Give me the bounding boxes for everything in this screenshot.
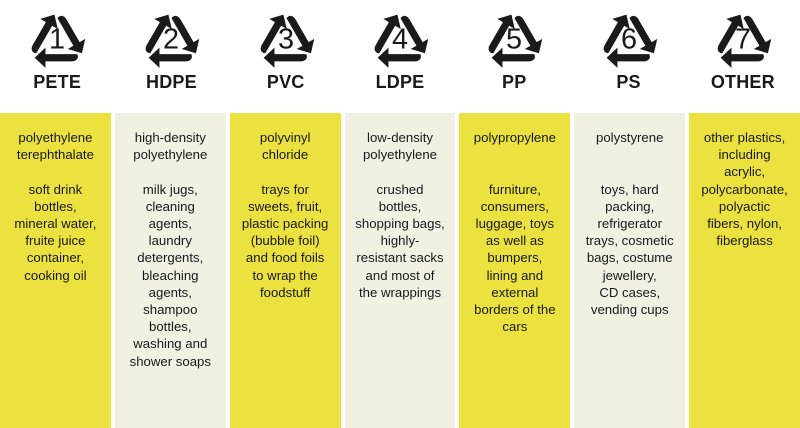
panel-divider-space (7, 163, 104, 180)
recycling-code-number: 7 (735, 23, 751, 55)
description-panel-row: polyethylene terephthalate soft drink bottl… (0, 113, 800, 428)
description-panel-other: other plastics, including acrylic, polycarb… (689, 113, 800, 428)
recycling-symbol-row: 1 PETE 2 HDPE 3 PVC 4 LDPE 5 PP 6 PS 7 OTHER (0, 0, 800, 113)
recycling-mobius-loop-icon: 4 (374, 14, 429, 68)
recycling-symbol-cell-other: 7 OTHER (686, 0, 800, 113)
description-panel-ldpe: low-density polyethylene crushed bottles, sh… (344, 113, 456, 428)
panel-divider-space (122, 163, 219, 180)
recycling-mobius-loop-icon: 3 (260, 14, 314, 68)
description-panel-ps: polystyrene toys, hard packing, refrigerato… (574, 113, 686, 428)
recycling-code-number: 5 (506, 23, 522, 55)
material-name: other plastics, including acrylic, polycarb… (701, 130, 788, 249)
panel-divider-space (237, 163, 334, 180)
typical-uses: furniture, consumers, luggage, toys as well… (474, 181, 556, 335)
material-name: polyethylene terephthalate (16, 130, 94, 163)
recycling-symbol-cell-pete: 1 PETE (0, 0, 114, 113)
description-panel-pvc: polyvinyl chloride trays for sweets, fruit,… (229, 113, 341, 428)
typical-uses: soft drink bottles, mineral water, fruite j… (14, 181, 97, 283)
recycling-code-number: 2 (163, 23, 179, 55)
typical-uses: milk jugs, cleaning agents, laundry detergen… (129, 181, 211, 369)
material-name: high-density polyethylene (133, 130, 208, 163)
recycling-symbol-cell-pvc: 3 PVC (229, 0, 343, 113)
material-name: low-density polyethylene (362, 130, 438, 163)
recycling-code-label: PP (502, 72, 527, 92)
panel-divider-space (581, 146, 678, 180)
recycling-code-label: PVC (266, 72, 305, 92)
panel-divider-space (466, 146, 563, 180)
recycling-symbol-cell-ps: 6 PS (571, 0, 685, 113)
recycling-code-label: PETE (33, 72, 82, 92)
description-panel-pp: polypropylene furniture, consumers, luggage… (459, 113, 571, 428)
recycling-symbol-cell-pp: 5 PP (457, 0, 571, 113)
typical-uses: trays for sweets, fruit, plastic packing (b… (241, 181, 329, 300)
recycling-mobius-loop-icon: 6 (603, 14, 657, 68)
recycling-mobius-loop-icon: 1 (31, 14, 86, 68)
panel-divider-space (352, 163, 449, 180)
recycling-mobius-loop-icon: 2 (146, 14, 200, 68)
typical-uses: toys, hard packing, refrigerator trays, cos… (585, 181, 674, 318)
material-name: polystyrene (596, 130, 664, 145)
recycling-mobius-loop-icon: 7 (717, 14, 772, 68)
recycling-code-label: HDPE (146, 72, 197, 92)
description-panel-pete: polyethylene terephthalate soft drink bottl… (0, 113, 111, 428)
material-name: polyvinyl chloride (259, 130, 311, 163)
description-panel-hdpe: high-density polyethylene milk jugs, cleani… (114, 113, 226, 428)
recycling-code-label: PS (616, 72, 641, 92)
typical-uses: crushed bottles, shopping bags, highly-resi… (355, 181, 445, 300)
recycling-code-label: LDPE (375, 72, 425, 92)
recycling-code-number: 4 (392, 23, 408, 55)
recycling-code-number: 1 (49, 23, 65, 55)
recycling-symbol-cell-ldpe: 4 LDPE (343, 0, 457, 113)
recycling-symbol-cell-hdpe: 2 HDPE (114, 0, 228, 113)
recycling-code-label: OTHER (710, 72, 775, 92)
recycling-code-number: 6 (621, 23, 637, 55)
recycling-mobius-loop-icon: 5 (488, 14, 543, 68)
recycling-code-number: 3 (278, 23, 294, 55)
material-name: polypropylene (473, 130, 556, 145)
